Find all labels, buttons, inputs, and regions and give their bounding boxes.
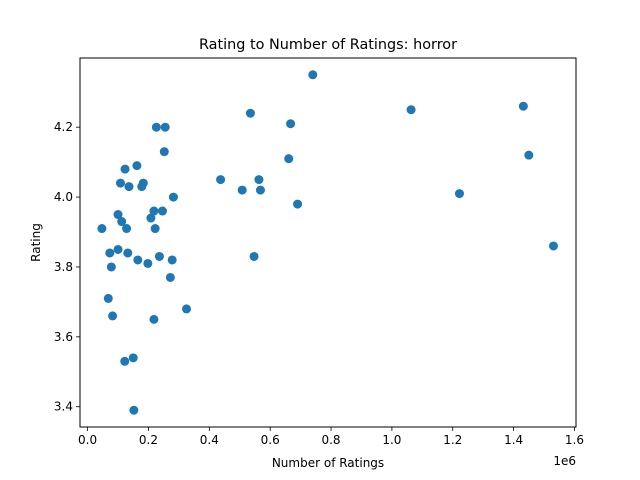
x-tick-label: 0.8 — [321, 433, 340, 447]
x-axis-offset-label: 1e6 — [553, 454, 576, 468]
data-point — [132, 161, 142, 171]
data-point — [149, 206, 159, 216]
x-tick-label: 0.6 — [261, 433, 280, 447]
chart-title: Rating to Number of Ratings: horror — [199, 37, 457, 53]
data-point — [120, 164, 130, 174]
y-axis-ticks: 3.4 3.6 3.8 4.0 4.2 — [54, 120, 80, 414]
y-tick-label: 3.4 — [54, 400, 73, 414]
x-tick-label: 0.2 — [139, 433, 158, 447]
data-point — [143, 258, 153, 268]
x-tick-label: 1.2 — [443, 433, 462, 447]
x-tick-label: 1.4 — [504, 433, 523, 447]
data-point — [237, 185, 247, 195]
y-tick-label: 3.8 — [54, 260, 73, 274]
data-point — [518, 101, 528, 111]
y-axis-title: Rating — [29, 223, 43, 262]
data-point — [124, 182, 134, 192]
data-point — [254, 175, 264, 185]
data-point — [165, 272, 175, 282]
data-point — [157, 206, 167, 216]
x-tick-label: 0.0 — [78, 433, 97, 447]
x-axis-title: Number of Ratings — [272, 456, 384, 470]
x-tick-label: 1.6 — [565, 433, 584, 447]
data-point — [249, 251, 259, 261]
y-tick-label: 4.0 — [54, 190, 73, 204]
data-point — [129, 405, 139, 415]
data-point — [115, 178, 125, 188]
data-point — [146, 213, 156, 223]
x-tick-label: 0.4 — [200, 433, 219, 447]
data-point — [133, 255, 143, 265]
data-point — [168, 192, 178, 202]
data-point — [150, 224, 160, 234]
data-point — [293, 199, 303, 209]
data-point — [117, 217, 127, 227]
data-point — [122, 224, 132, 234]
data-points — [97, 70, 558, 415]
data-point — [182, 304, 192, 314]
data-point — [103, 293, 113, 303]
y-tick-label: 4.2 — [54, 120, 73, 134]
data-point — [138, 178, 148, 188]
axes-frame — [79, 57, 577, 428]
data-point — [245, 108, 255, 118]
data-point — [149, 314, 159, 324]
data-point — [255, 185, 265, 195]
data-point — [308, 70, 318, 80]
data-point — [454, 189, 464, 199]
x-tick-label: 1.0 — [382, 433, 401, 447]
data-point — [216, 175, 226, 185]
data-point — [406, 105, 416, 115]
data-point — [106, 262, 116, 272]
data-point — [108, 311, 118, 321]
data-point — [151, 122, 161, 132]
data-point — [128, 353, 138, 363]
data-point — [123, 248, 133, 258]
data-point — [113, 210, 123, 220]
data-point — [154, 251, 164, 261]
data-point — [113, 244, 123, 254]
data-point — [548, 241, 558, 251]
data-point — [160, 122, 170, 132]
data-point — [284, 154, 294, 164]
data-point — [167, 255, 177, 265]
data-point — [286, 119, 296, 129]
x-axis-ticks: 0.0 0.2 0.4 0.6 0.8 1.0 1.2 1.4 1.6 — [78, 427, 584, 447]
data-point — [159, 147, 169, 157]
y-tick-label: 3.6 — [54, 330, 73, 344]
data-point — [105, 248, 115, 258]
data-point — [97, 224, 107, 234]
data-point — [524, 150, 534, 160]
data-point — [120, 356, 130, 366]
